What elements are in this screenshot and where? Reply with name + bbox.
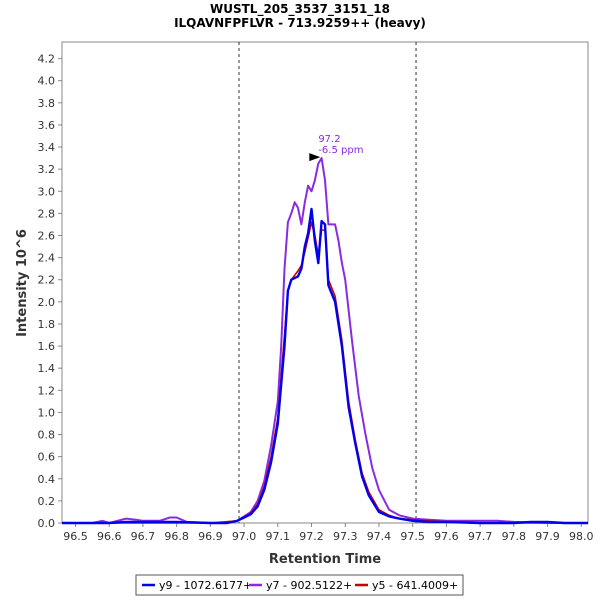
y-tick-label: 1.0 [38, 406, 56, 419]
legend-box [135, 574, 464, 596]
y-tick-label: 3.6 [38, 119, 56, 132]
y-tick-label: 4.0 [38, 75, 56, 88]
y-tick-label: 3.0 [38, 185, 56, 198]
x-tick-label: 97.3 [333, 530, 358, 543]
y-tick-label: 0.8 [38, 429, 56, 442]
legend: y9 - 1072.6177+ y7 - 902.5122+ y5 - 641.40… [135, 574, 464, 596]
y-tick-label: 3.2 [38, 163, 56, 176]
peak-arrow-icon [309, 153, 321, 162]
y-tick-label: 3.8 [38, 97, 56, 110]
y-tick-label: 0.2 [38, 495, 56, 508]
x-tick-label: 98.0 [569, 530, 594, 543]
x-tick-label: 97.1 [266, 530, 291, 543]
y-tick-label: 0.0 [38, 517, 56, 530]
plot-area [61, 41, 589, 524]
y-axis: 0.0 0.2 0.4 0.6 0.8 1.0 1.2 1.4 1.6 1.8 2.0 2.2 2.4 2… [38, 53, 62, 530]
series-line-1 [62, 157, 588, 524]
x-tick-label: 97.6 [434, 530, 459, 543]
series-lines [62, 157, 588, 525]
x-tick-label: 96.8 [164, 530, 189, 543]
x-axis-label: Retention Time [269, 552, 381, 567]
x-tick-label: 97.8 [502, 530, 527, 543]
peak-annotation: 97.2 -6.5 ppm [309, 134, 363, 162]
x-tick-label: 97.7 [468, 530, 493, 543]
y-tick-label: 2.6 [38, 230, 56, 243]
y-tick-label: 1.4 [38, 362, 56, 375]
y-tick-label: 2.8 [38, 207, 56, 220]
y-tick-label: 1.2 [38, 384, 56, 397]
x-tick-label: 97.0 [232, 530, 257, 543]
x-tick-label: 96.5 [63, 530, 88, 543]
x-tick-label: 96.7 [131, 530, 156, 543]
y-tick-label: 1.8 [38, 318, 56, 331]
peak-annotation-time: 97.2 [318, 134, 340, 145]
y-tick-label: 2.0 [38, 296, 56, 309]
x-tick-label: 97.2 [299, 530, 324, 543]
legend-label-2: y5 - 641.4009+ [372, 579, 458, 592]
y-axis-label: Intensity 10^6 [15, 229, 30, 337]
chart-title: WUSTL_205_3537_3151_18 [210, 2, 390, 17]
y-tick-label: 3.4 [38, 141, 56, 154]
legend-label-0: y9 - 1072.6177+ [159, 579, 252, 592]
peak-boundaries [238, 42, 417, 523]
x-tick-label: 96.6 [97, 530, 122, 543]
series-line-0 [62, 207, 588, 525]
x-tick-label: 97.9 [535, 530, 560, 543]
x-tick-label: 97.5 [400, 530, 425, 543]
x-tick-label: 96.9 [198, 530, 223, 543]
y-tick-label: 2.2 [38, 274, 56, 287]
peak-annotation-ppm: -6.5 ppm [318, 145, 363, 156]
x-tick-label: 97.4 [367, 530, 392, 543]
chart-subtitle: ILQAVNFPFLVR - 713.9259++ (heavy) [174, 16, 426, 30]
x-axis: 96.5 96.6 96.7 96.8 96.9 97.0 97.1 97.2 97.3 97.4… [63, 523, 594, 543]
y-tick-label: 4.2 [38, 53, 56, 66]
legend-label-1: y7 - 902.5122+ [266, 579, 352, 592]
y-tick-label: 0.4 [38, 473, 56, 486]
y-tick-label: 0.6 [38, 451, 56, 464]
y-tick-label: 2.4 [38, 252, 56, 265]
y-tick-label: 1.6 [38, 340, 56, 353]
